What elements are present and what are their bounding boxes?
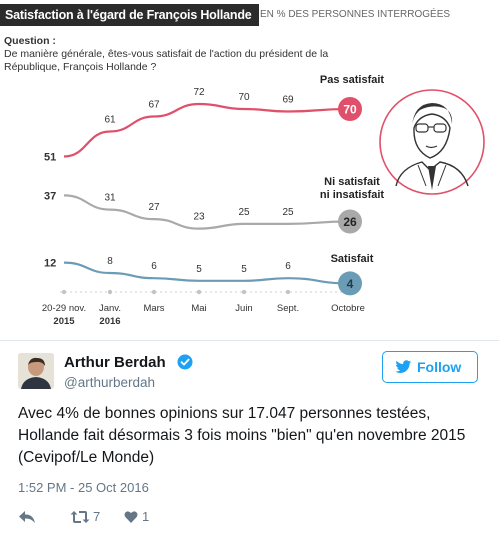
series-name: Ni satisfait bbox=[324, 176, 380, 188]
data-label: 70 bbox=[238, 92, 250, 103]
end-value-bubble bbox=[338, 271, 362, 296]
x-tick-label: 2016 bbox=[99, 316, 120, 327]
tweet-text: Avec 4% de bonnes opinions sur 17.047 pe… bbox=[18, 405, 466, 466]
data-label: 67 bbox=[148, 100, 160, 111]
author-name[interactable]: Arthur Berdah bbox=[64, 354, 166, 371]
data-label: 6 bbox=[151, 261, 157, 272]
question-text: De manière générale, êtes-vous satisfait… bbox=[4, 48, 329, 73]
tweet-actions: 7 1 bbox=[18, 508, 218, 528]
x-tick bbox=[241, 289, 247, 295]
x-tick-label: Mars bbox=[143, 303, 164, 314]
series-name: Pas satisfait bbox=[320, 74, 385, 86]
series-name: ni insatisfait bbox=[320, 189, 385, 201]
question-label: Question : bbox=[4, 35, 56, 47]
x-tick-label: 2015 bbox=[53, 316, 75, 327]
end-value-label: 4 bbox=[347, 277, 354, 291]
retweet-count: 7 bbox=[93, 509, 101, 524]
follow-button[interactable]: Follow bbox=[382, 351, 478, 383]
avatar[interactable] bbox=[18, 353, 54, 389]
bird-icon bbox=[395, 360, 412, 373]
end-value-bubble bbox=[338, 209, 362, 234]
x-tick-label: Janv. bbox=[99, 303, 121, 314]
portrait-icon bbox=[379, 89, 485, 195]
graphic-title: Satisfaction à l'égard de François Holla… bbox=[0, 4, 259, 26]
data-label: 37 bbox=[44, 190, 56, 202]
retweet-icon[interactable] bbox=[70, 510, 90, 524]
reply-icon[interactable] bbox=[18, 510, 36, 524]
data-label: 12 bbox=[44, 258, 56, 270]
data-label: 23 bbox=[193, 212, 205, 223]
data-label: 72 bbox=[193, 87, 205, 98]
x-tick bbox=[285, 289, 291, 295]
x-tick-label: Sept. bbox=[277, 303, 299, 314]
graphic-subtitle: EN % DES PERSONNES INTERROGÉES bbox=[260, 9, 451, 20]
x-tick-label: 20-29 nov. bbox=[42, 303, 86, 314]
end-value-bubble bbox=[338, 97, 362, 121]
x-tick bbox=[151, 289, 157, 295]
x-tick-label: Mai bbox=[191, 303, 206, 314]
like-icon[interactable] bbox=[124, 510, 138, 524]
series-line bbox=[63, 194, 349, 230]
series-line bbox=[63, 102, 349, 158]
x-tick-label: Juin bbox=[235, 303, 252, 314]
data-label: 5 bbox=[196, 264, 202, 275]
data-label: 25 bbox=[238, 207, 250, 218]
tweet-card: Arthur Berdah @arthurberdah Follow Avec … bbox=[0, 340, 499, 538]
data-label: 61 bbox=[104, 115, 116, 126]
follow-label: Follow bbox=[417, 359, 462, 375]
tweet-timestamp[interactable]: 1:52 PM - 25 Oct 2016 bbox=[18, 480, 149, 495]
data-label: 5 bbox=[241, 264, 247, 275]
x-tick bbox=[107, 289, 113, 295]
series-line bbox=[63, 261, 349, 285]
x-tick-label: Octobre bbox=[331, 303, 365, 314]
like-count: 1 bbox=[142, 509, 150, 524]
series-name: Satisfait bbox=[331, 253, 374, 265]
graphic-header: Satisfaction à l'égard de François Holla… bbox=[0, 0, 499, 30]
end-value-label: 26 bbox=[343, 215, 357, 229]
data-label: 25 bbox=[282, 207, 294, 218]
x-tick bbox=[61, 289, 67, 295]
data-label: 6 bbox=[285, 261, 291, 272]
data-label: 51 bbox=[44, 152, 56, 164]
data-label: 27 bbox=[148, 202, 160, 213]
data-label: 69 bbox=[282, 95, 294, 106]
data-label: 8 bbox=[107, 256, 113, 267]
verified-icon bbox=[177, 354, 193, 370]
author-handle[interactable]: @arthurberdah bbox=[64, 375, 156, 390]
end-value-label: 70 bbox=[343, 103, 357, 117]
data-label: 31 bbox=[104, 193, 116, 204]
x-tick bbox=[196, 289, 202, 295]
satisfaction-chart: 20-29 nov. 2015 Janv. 2016 Mars Mai Juin Sept. O… bbox=[42, 74, 485, 327]
